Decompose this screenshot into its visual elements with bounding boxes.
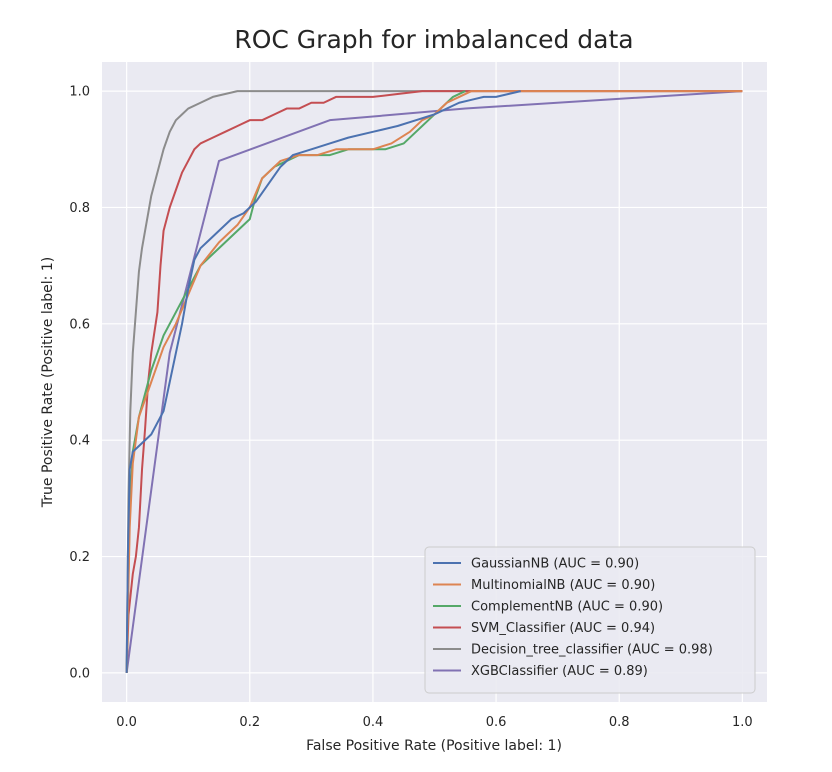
x-axis-label: False Positive Rate (Positive label: 1) (306, 738, 562, 754)
y-tick-label: 0.4 (69, 434, 90, 449)
chart-title: ROC Graph for imbalanced data (234, 25, 633, 54)
legend-label-3: SVM_Classifier (AUC = 0.94) (471, 621, 655, 636)
x-tick-label: 0.0 (116, 715, 137, 730)
x-tick-labels: 0.0 0.2 0.4 0.6 0.8 1.0 (116, 715, 752, 730)
y-tick-label: 1.0 (69, 85, 90, 100)
legend-label-2: ComplementNB (AUC = 0.90) (471, 600, 663, 615)
y-tick-label: 0.0 (69, 666, 90, 681)
legend-label-0: GaussianNB (AUC = 0.90) (471, 557, 639, 572)
y-tick-label: 0.8 (69, 201, 90, 216)
legend-box (424, 546, 756, 694)
series-line-3 (125, 90, 743, 673)
x-tick-label: 0.2 (239, 715, 260, 730)
legend-label-5: XGBClassifier (AUC = 0.89) (471, 664, 648, 679)
y-tick-labels: 0.0 0.2 0.4 0.6 0.8 1.0 (69, 85, 90, 682)
x-tick-label: 1.0 (732, 715, 753, 730)
legend-label-4: Decision_tree_classifier (AUC = 0.98) (471, 643, 713, 658)
legend: GaussianNB (AUC = 0.90) MultinomialNB (AU… (424, 546, 756, 694)
x-tick-label: 0.8 (609, 715, 630, 730)
y-axis-label: True Positive Rate (Positive label: 1) (40, 257, 56, 508)
series-line-0 (125, 90, 521, 673)
series-line-2 (125, 90, 466, 673)
y-tick-label: 0.6 (69, 317, 90, 332)
y-tick-label: 0.2 (69, 550, 90, 565)
series-line-4 (125, 90, 743, 673)
x-tick-label: 0.4 (363, 715, 384, 730)
series-layer (125, 90, 743, 674)
x-tick-label: 0.6 (486, 715, 507, 730)
series-line-5 (125, 90, 743, 674)
gridlines (102, 62, 767, 702)
legend-label-1: MultinomialNB (AUC = 0.90) (471, 578, 655, 593)
